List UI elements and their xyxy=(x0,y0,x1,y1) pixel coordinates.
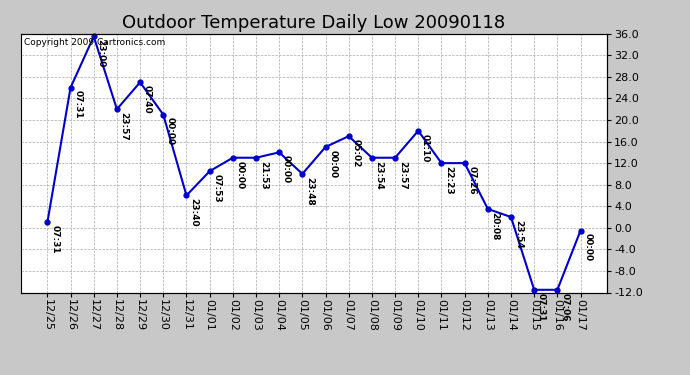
Title: Outdoor Temperature Daily Low 20090118: Outdoor Temperature Daily Low 20090118 xyxy=(122,14,506,32)
Text: 07:53: 07:53 xyxy=(213,174,221,202)
Text: 21:53: 21:53 xyxy=(259,160,268,189)
Text: 07:31: 07:31 xyxy=(73,90,82,119)
Text: 00:00: 00:00 xyxy=(328,150,337,178)
Text: 23:48: 23:48 xyxy=(305,177,314,206)
Text: 07:26: 07:26 xyxy=(467,166,476,195)
Text: 07:31: 07:31 xyxy=(537,292,546,321)
Text: 23:40: 23:40 xyxy=(189,198,198,227)
Text: 00:00: 00:00 xyxy=(166,117,175,146)
Text: 07:06: 07:06 xyxy=(560,292,569,321)
Text: 00:00: 00:00 xyxy=(583,233,592,261)
Text: 23:57: 23:57 xyxy=(398,160,407,189)
Text: 07:31: 07:31 xyxy=(50,225,59,254)
Text: 00:00: 00:00 xyxy=(282,155,291,183)
Text: 23:00: 23:00 xyxy=(97,39,106,68)
Text: 01:10: 01:10 xyxy=(421,134,430,162)
Text: 23:57: 23:57 xyxy=(119,112,128,141)
Text: 23:54: 23:54 xyxy=(514,220,523,249)
Text: 07:40: 07:40 xyxy=(143,85,152,114)
Text: 05:02: 05:02 xyxy=(351,139,360,167)
Text: Copyright 2009 Cartronics.com: Copyright 2009 Cartronics.com xyxy=(23,38,165,46)
Text: 00:00: 00:00 xyxy=(235,160,244,189)
Text: 23:54: 23:54 xyxy=(375,160,384,189)
Text: 22:23: 22:23 xyxy=(444,166,453,195)
Text: 20:08: 20:08 xyxy=(491,212,500,240)
